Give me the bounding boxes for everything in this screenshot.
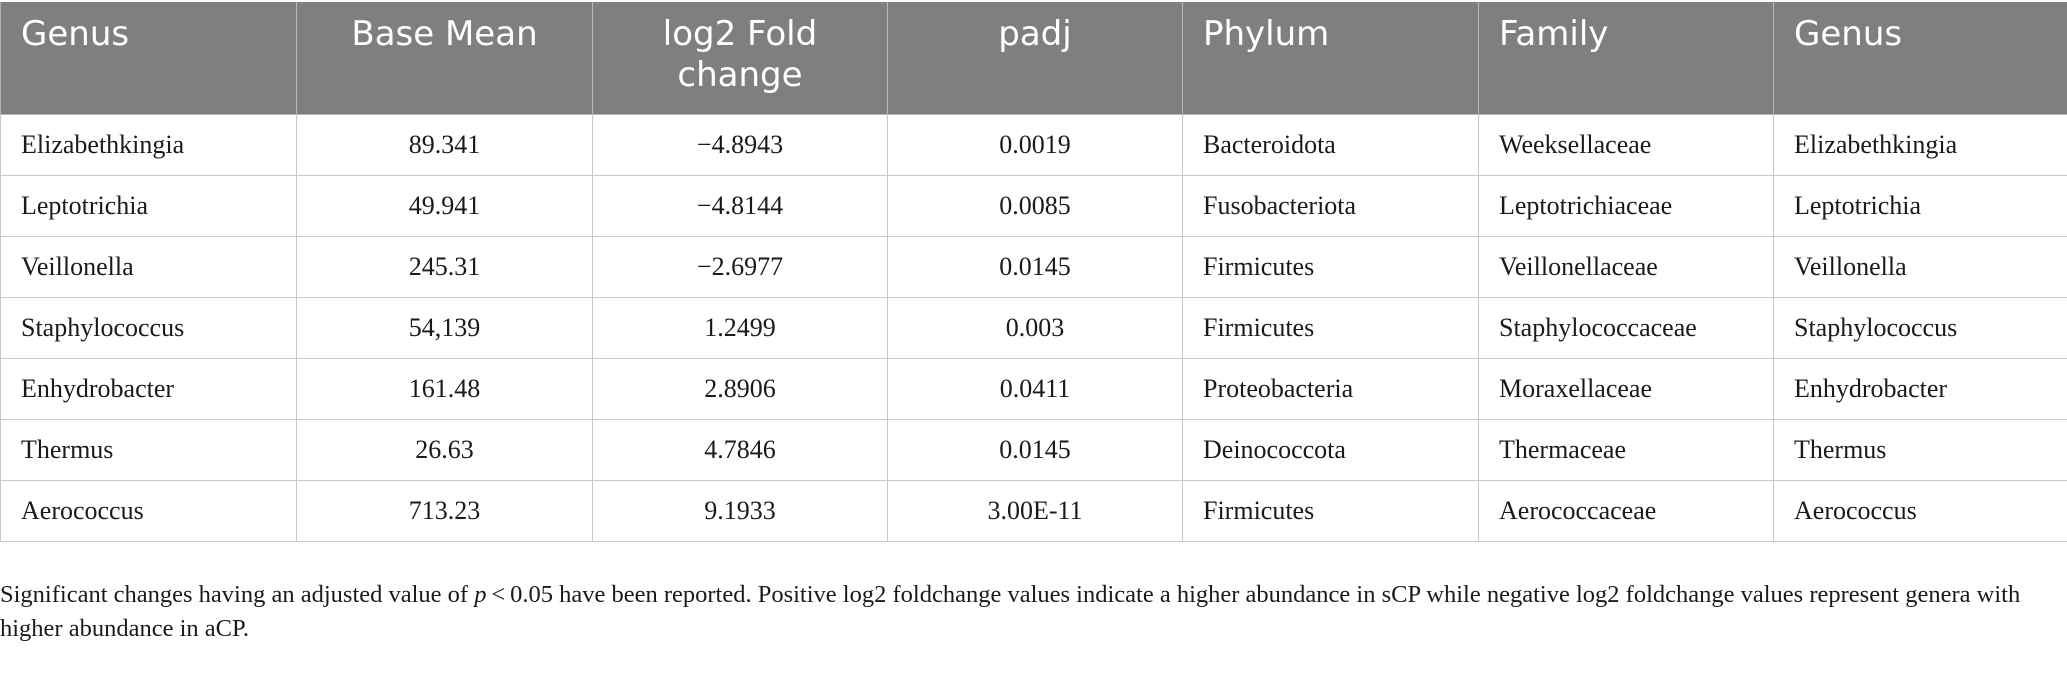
header-genus-taxonomy: Genus [1773, 2, 2067, 115]
cell-phylum: Firmicutes [1182, 479, 1479, 542]
cell-phylum: Firmicutes [1182, 235, 1479, 298]
table-header: Genus Base Mean log2 Fold change padj Ph… [0, 2, 2067, 115]
results-table: Genus Base Mean log2 Fold change padj Ph… [0, 2, 2067, 542]
header-row: Genus Base Mean log2 Fold change padj Ph… [0, 2, 2067, 115]
cell-phylum: Firmicutes [1182, 296, 1479, 359]
header-base-mean: Base Mean [296, 2, 593, 115]
cell-genus: Thermus [0, 418, 297, 481]
table-row: Thermus 26.63 4.7846 0.0145 Deinococcota… [0, 418, 2067, 481]
footnote-p-symbol: p [474, 581, 487, 608]
table-row: Veillonella 245.31 −2.6977 0.0145 Firmic… [0, 235, 2067, 298]
table-row: Leptotrichia 49.941 −4.8144 0.0085 Fusob… [0, 174, 2067, 237]
cell-base-mean: 245.31 [296, 235, 593, 298]
table-row: Aerococcus 713.23 9.1933 3.00E-11 Firmic… [0, 479, 2067, 542]
cell-family: Staphylococcaceae [1478, 296, 1774, 359]
cell-genus: Aerococcus [0, 479, 297, 542]
cell-base-mean: 89.341 [296, 113, 593, 176]
header-phylum: Phylum [1182, 2, 1479, 115]
cell-genus-taxonomy: Aerococcus [1773, 479, 2067, 542]
cell-log2-fold-change: −2.6977 [592, 235, 888, 298]
header-family: Family [1478, 2, 1774, 115]
cell-base-mean: 26.63 [296, 418, 593, 481]
cell-genus: Leptotrichia [0, 174, 297, 237]
cell-log2-fold-change: 4.7846 [592, 418, 888, 481]
cell-log2-fold-change: −4.8144 [592, 174, 888, 237]
cell-genus-taxonomy: Enhydrobacter [1773, 357, 2067, 420]
header-genus: Genus [0, 2, 297, 115]
header-padj: padj [887, 2, 1183, 115]
cell-genus-taxonomy: Elizabethkingia [1773, 113, 2067, 176]
cell-phylum: Fusobacteriota [1182, 174, 1479, 237]
cell-padj: 0.0085 [887, 174, 1183, 237]
cell-family: Leptotrichiaceae [1478, 174, 1774, 237]
footnote-text-end: < 0.05 have been reported. Positive log2… [0, 581, 2021, 642]
cell-padj: 3.00E-11 [887, 479, 1183, 542]
cell-base-mean: 54,139 [296, 296, 593, 359]
cell-padj: 0.0411 [887, 357, 1183, 420]
cell-log2-fold-change: −4.8943 [592, 113, 888, 176]
table-footnote: Significant changes having an adjusted v… [0, 578, 2067, 646]
cell-log2-fold-change: 1.2499 [592, 296, 888, 359]
table-row: Staphylococcus 54,139 1.2499 0.003 Firmi… [0, 296, 2067, 359]
cell-log2-fold-change: 2.8906 [592, 357, 888, 420]
cell-base-mean: 713.23 [296, 479, 593, 542]
header-log2-fold-change: log2 Fold change [592, 2, 888, 115]
cell-family: Thermaceae [1478, 418, 1774, 481]
cell-log2-fold-change: 9.1933 [592, 479, 888, 542]
cell-genus-taxonomy: Staphylococcus [1773, 296, 2067, 359]
cell-padj: 0.0145 [887, 418, 1183, 481]
cell-base-mean: 161.48 [296, 357, 593, 420]
cell-phylum: Proteobacteria [1182, 357, 1479, 420]
cell-phylum: Bacteroidota [1182, 113, 1479, 176]
cell-family: Aerococcaceae [1478, 479, 1774, 542]
cell-genus: Veillonella [0, 235, 297, 298]
cell-padj: 0.003 [887, 296, 1183, 359]
table-row: Elizabethkingia 89.341 −4.8943 0.0019 Ba… [0, 113, 2067, 176]
cell-genus-taxonomy: Thermus [1773, 418, 2067, 481]
cell-padj: 0.0145 [887, 235, 1183, 298]
cell-genus-taxonomy: Leptotrichia [1773, 174, 2067, 237]
table-body: Elizabethkingia 89.341 −4.8943 0.0019 Ba… [0, 113, 2067, 542]
cell-family: Weeksellaceae [1478, 113, 1774, 176]
footnote-text-start: Significant changes having an adjusted v… [0, 581, 475, 608]
cell-genus-taxonomy: Veillonella [1773, 235, 2067, 298]
cell-family: Veillonellaceae [1478, 235, 1774, 298]
cell-base-mean: 49.941 [296, 174, 593, 237]
cell-padj: 0.0019 [887, 113, 1183, 176]
cell-genus: Enhydrobacter [0, 357, 297, 420]
cell-genus: Staphylococcus [0, 296, 297, 359]
cell-genus: Elizabethkingia [0, 113, 297, 176]
cell-phylum: Deinococcota [1182, 418, 1479, 481]
table-row: Enhydrobacter 161.48 2.8906 0.0411 Prote… [0, 357, 2067, 420]
cell-family: Moraxellaceae [1478, 357, 1774, 420]
